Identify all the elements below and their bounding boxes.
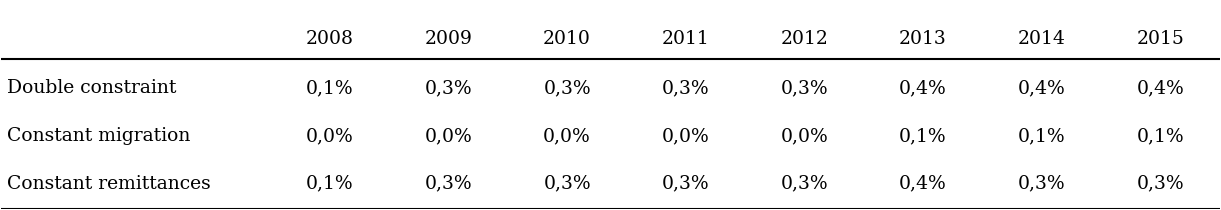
Text: 0,0%: 0,0%	[543, 127, 591, 145]
Text: 0,3%: 0,3%	[780, 175, 828, 193]
Text: 0,3%: 0,3%	[780, 79, 828, 97]
Text: 0,3%: 0,3%	[425, 79, 473, 97]
Text: 0,3%: 0,3%	[662, 79, 709, 97]
Text: Constant migration: Constant migration	[7, 127, 190, 145]
Text: 0,0%: 0,0%	[306, 127, 354, 145]
Text: 2012: 2012	[780, 30, 828, 48]
Text: 0,0%: 0,0%	[780, 127, 828, 145]
Text: 2009: 2009	[425, 30, 473, 48]
Text: 0,1%: 0,1%	[306, 175, 354, 193]
Text: 0,1%: 0,1%	[306, 79, 354, 97]
Text: 0,1%: 0,1%	[1137, 127, 1184, 145]
Text: 0,3%: 0,3%	[543, 175, 591, 193]
Text: 0,1%: 0,1%	[899, 127, 946, 145]
Text: 2015: 2015	[1137, 30, 1184, 48]
Text: 0,3%: 0,3%	[1137, 175, 1184, 193]
Text: 0,0%: 0,0%	[662, 127, 709, 145]
Text: 0,3%: 0,3%	[662, 175, 709, 193]
Text: 0,4%: 0,4%	[1018, 79, 1066, 97]
Text: 2010: 2010	[543, 30, 591, 48]
Text: 0,4%: 0,4%	[1137, 79, 1184, 97]
Text: Constant remittances: Constant remittances	[7, 175, 211, 193]
Text: 2014: 2014	[1018, 30, 1066, 48]
Text: 2011: 2011	[662, 30, 709, 48]
Text: 0,4%: 0,4%	[899, 79, 946, 97]
Text: 2013: 2013	[899, 30, 946, 48]
Text: 0,3%: 0,3%	[543, 79, 591, 97]
Text: 2008: 2008	[305, 30, 354, 48]
Text: 0,3%: 0,3%	[1018, 175, 1066, 193]
Text: 0,3%: 0,3%	[425, 175, 473, 193]
Text: 0,0%: 0,0%	[425, 127, 473, 145]
Text: Double constraint: Double constraint	[7, 79, 177, 97]
Text: 0,4%: 0,4%	[899, 175, 946, 193]
Text: 0,1%: 0,1%	[1018, 127, 1066, 145]
